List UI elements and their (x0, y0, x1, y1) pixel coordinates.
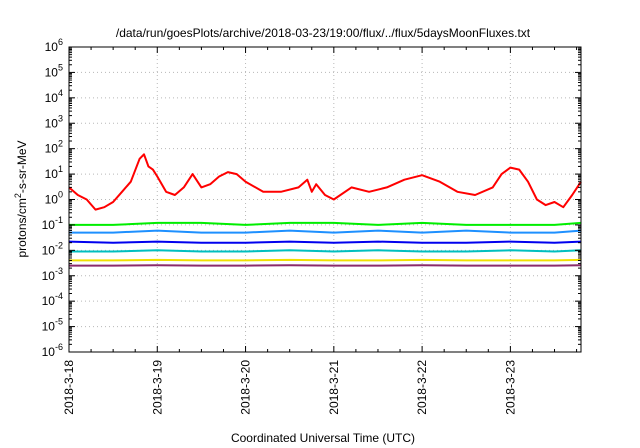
y-tick-label: 105 (45, 62, 63, 79)
y-tick-label: 101 (45, 164, 63, 181)
x-tick-label: 2018-3-23 (503, 360, 517, 415)
x-tick-label: 2018-3-21 (327, 360, 341, 415)
y-tick-label: 100 (45, 190, 63, 207)
series-line-2 (69, 221, 582, 226)
x-axis-ticks: 2018-3-18 2018-3-19 2018-3-20 2018-3-21 2018… (62, 47, 578, 415)
y-tick-label: 10-1 (42, 215, 63, 232)
series-lines (68, 153, 582, 267)
plot-grid (69, 47, 581, 352)
y-tick-label: 10-5 (42, 317, 63, 334)
x-axis-label: Coordinated Universal Time (UTC) (231, 431, 415, 445)
series-line-6 (69, 258, 582, 262)
series-line-5 (69, 249, 582, 253)
y-tick-label: 103 (45, 113, 63, 130)
y-tick-label: 102 (45, 139, 63, 156)
x-tick-label: 2018-3-20 (239, 360, 253, 415)
x-tick-label: 2018-3-19 (150, 360, 164, 415)
y-tick-label: 10-3 (42, 266, 63, 283)
y-tick-label: 10-6 (42, 342, 63, 359)
y-tick-label: 106 (45, 37, 63, 54)
x-tick-label: 2018-3-18 (62, 360, 76, 415)
x-tick-label: 2018-3-22 (415, 360, 429, 415)
y-tick-label: 10-4 (42, 291, 63, 308)
y-tick-label: 10-2 (42, 240, 63, 257)
y-axis-ticks: 10-6 10-5 10-4 10-3 10-2 10-1 100 101 102 103 104 1… (42, 37, 581, 359)
series-line-3 (69, 229, 582, 234)
series-line-4 (68, 240, 582, 244)
y-tick-label: 104 (45, 88, 63, 105)
chart-title: /data/run/goesPlots/archive/2018-03-23/1… (116, 26, 531, 40)
series-line-1 (68, 153, 582, 211)
y-axis-label: protons/cm2-s-sr-MeV (13, 140, 29, 257)
